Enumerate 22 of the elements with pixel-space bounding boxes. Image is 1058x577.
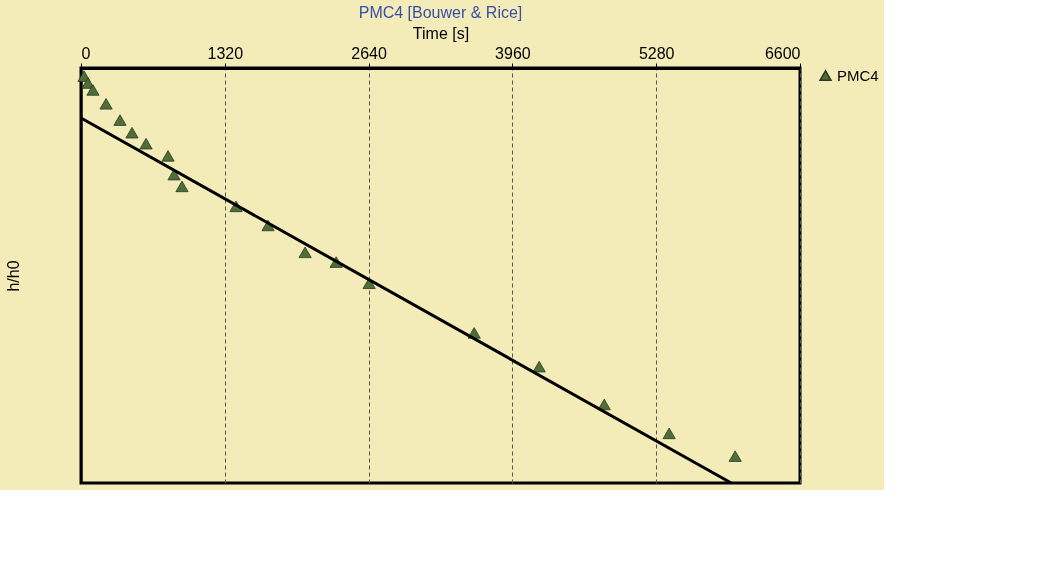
x-tick-label: 1320 bbox=[207, 44, 244, 62]
point bbox=[99, 98, 113, 110]
point bbox=[728, 450, 742, 462]
y-axis-title: h/h0 bbox=[4, 260, 22, 292]
x-tick-label: 3960 bbox=[495, 44, 531, 62]
point bbox=[298, 246, 312, 259]
point bbox=[662, 427, 676, 440]
x-tick-label: 2640 bbox=[351, 44, 387, 62]
point bbox=[125, 126, 139, 139]
x-tick-label: 6600 bbox=[764, 44, 801, 62]
point bbox=[161, 150, 175, 162]
x-tick-label: 0 bbox=[81, 44, 91, 62]
point bbox=[139, 137, 153, 150]
point bbox=[81, 77, 95, 89]
legend-label: PMC4 bbox=[837, 66, 879, 84]
point bbox=[532, 360, 546, 373]
chart-title: PMC4 [Bouwer & Rice] bbox=[358, 4, 523, 21]
x-axis-title: Time [s] bbox=[412, 24, 470, 42]
point bbox=[175, 180, 189, 193]
x-tick-label: 5280 bbox=[638, 44, 675, 62]
point bbox=[113, 114, 127, 126]
point bbox=[86, 84, 100, 96]
